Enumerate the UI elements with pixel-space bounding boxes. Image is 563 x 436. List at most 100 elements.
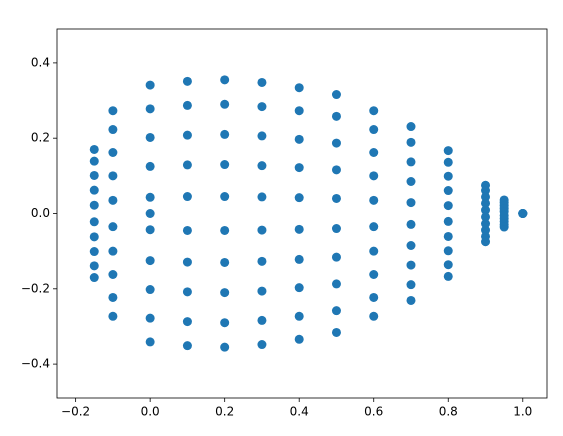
- scatter-point: [331, 327, 341, 337]
- scatter-point: [443, 216, 453, 226]
- scatter-point: [89, 156, 99, 166]
- scatter-point: [406, 280, 416, 290]
- scatter-point: [369, 195, 379, 205]
- scatter-point: [89, 261, 99, 271]
- scatter-point: [182, 100, 192, 110]
- scatter-point: [257, 161, 267, 171]
- x-tick-label: 0.8: [439, 405, 458, 419]
- x-tick-label: −0.2: [61, 405, 90, 419]
- scatter-point: [443, 157, 453, 167]
- scatter-point: [257, 225, 267, 235]
- scatter-point: [182, 225, 192, 235]
- scatter-point: [331, 138, 341, 148]
- scatter-point: [182, 192, 192, 202]
- scatter-point: [89, 170, 99, 180]
- scatter-point: [443, 186, 453, 196]
- scatter-point: [220, 225, 230, 235]
- scatter-point: [331, 193, 341, 203]
- scatter-point: [257, 315, 267, 325]
- scatter-point: [499, 210, 509, 220]
- scatter-point: [257, 256, 267, 266]
- scatter-point: [369, 311, 379, 321]
- scatter-point: [220, 318, 230, 328]
- scatter-point: [108, 246, 118, 256]
- scatter-point: [108, 171, 118, 181]
- scatter-point: [182, 160, 192, 170]
- scatter-point: [481, 186, 491, 196]
- scatter-point: [369, 246, 379, 256]
- scatter-point: [145, 337, 155, 347]
- scatter-point: [406, 295, 416, 305]
- x-tick-label: 0.2: [215, 405, 234, 419]
- x-tick-label: 1.0: [513, 405, 532, 419]
- scatter-point: [369, 292, 379, 302]
- scatter-point: [145, 313, 155, 323]
- scatter-point: [182, 317, 192, 327]
- scatter-point: [145, 161, 155, 171]
- scatter-point: [108, 148, 118, 158]
- y-tick-label: 0.0: [31, 206, 50, 220]
- scatter-point: [220, 99, 230, 109]
- scatter-point: [89, 217, 99, 227]
- scatter-point: [182, 257, 192, 267]
- scatter-point: [443, 246, 453, 256]
- y-tick-label: −0.4: [21, 357, 50, 371]
- scatter-point: [89, 232, 99, 242]
- scatter-point: [481, 219, 491, 229]
- y-tick-label: −0.2: [21, 281, 50, 295]
- scatter-point: [220, 75, 230, 85]
- scatter-point: [294, 106, 304, 116]
- scatter-point: [108, 222, 118, 232]
- x-tick-label: 0.4: [290, 405, 309, 419]
- scatter-point: [257, 286, 267, 296]
- scatter-point: [89, 144, 99, 154]
- scatter-point: [443, 260, 453, 270]
- scatter-point: [369, 171, 379, 181]
- scatter-point: [331, 279, 341, 289]
- scatter-point: [257, 102, 267, 112]
- scatter-point: [145, 192, 155, 202]
- scatter-point: [369, 148, 379, 158]
- scatter-point: [220, 160, 230, 170]
- scatter-point: [406, 137, 416, 147]
- x-tick-label: 0.0: [141, 405, 160, 419]
- scatter-point: [220, 257, 230, 267]
- scatter-point: [257, 340, 267, 350]
- scatter-point: [294, 134, 304, 144]
- scatter-point: [369, 125, 379, 135]
- scatter-point: [145, 225, 155, 235]
- scatter-point: [89, 247, 99, 257]
- scatter-point: [220, 192, 230, 202]
- scatter-point: [481, 198, 491, 208]
- y-tick-label: 0.2: [31, 131, 50, 145]
- scatter-point: [443, 271, 453, 281]
- scatter-point: [481, 212, 491, 222]
- scatter-point: [481, 192, 491, 202]
- scatter-point: [89, 200, 99, 210]
- scatter-point: [220, 342, 230, 352]
- scatter-point: [481, 205, 491, 215]
- scatter-point: [443, 231, 453, 241]
- scatter-point: [331, 90, 341, 100]
- scatter-point: [294, 193, 304, 203]
- scatter-point: [294, 283, 304, 293]
- scatter-point: [443, 146, 453, 156]
- scatter-point: [145, 80, 155, 90]
- scatter-point: [108, 292, 118, 302]
- scatter-point: [331, 224, 341, 234]
- scatter-point: [182, 341, 192, 351]
- scatter-point: [294, 311, 304, 321]
- scatter-point: [108, 311, 118, 321]
- scatter-point: [406, 260, 416, 270]
- scatter-point: [406, 241, 416, 251]
- scatter-point: [369, 106, 379, 116]
- y-tick-label: 0.4: [31, 55, 50, 69]
- scatter-point: [294, 163, 304, 173]
- scatter-point: [294, 334, 304, 344]
- scatter-point: [89, 185, 99, 195]
- scatter-point: [443, 201, 453, 211]
- scatter-point: [145, 132, 155, 142]
- scatter-point: [257, 77, 267, 87]
- scatter-point: [108, 106, 118, 116]
